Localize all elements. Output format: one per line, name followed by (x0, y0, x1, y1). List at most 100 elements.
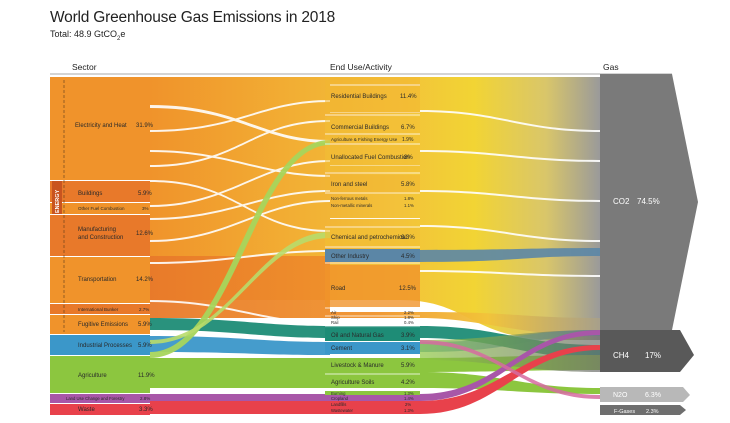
sector-pct: 3% (142, 206, 149, 211)
end-use-label: Burning (331, 391, 346, 396)
sector-label: Industrial Processes (78, 343, 132, 349)
end-use-pct: 1.8% (404, 196, 414, 201)
node-agri-fishing (325, 135, 420, 143)
end-use-pct: 3.9% (401, 333, 415, 339)
flow-land-use (150, 330, 600, 401)
sector-pct: 14.2% (136, 277, 154, 283)
node-buildings (50, 181, 150, 202)
node-waste (50, 404, 150, 415)
sector-label: Fugitive Emissions (78, 322, 128, 328)
sector-label: Waste (78, 407, 95, 413)
node-burning (325, 391, 420, 395)
end-use-pct: 0.4% (404, 320, 414, 325)
node-road (325, 265, 420, 307)
sector-pct: 11.9% (138, 373, 155, 379)
end-use-label: Ship (331, 315, 340, 320)
node-n2o (600, 387, 690, 402)
header-sector: Sector (72, 62, 97, 72)
flow-pink-crossing (420, 340, 600, 399)
node-iron-steel (325, 175, 420, 193)
sector-pct: 2.7% (139, 307, 149, 312)
end-use-label: Residential Buildings (331, 94, 387, 100)
sector-pct: 3.3% (139, 407, 153, 413)
end-use-label: Unallocated Fuel Combustion (331, 155, 410, 161)
node-unallocated (325, 145, 420, 172)
end-use-label: Livestock & Manure (331, 363, 384, 369)
node-agri-soils (325, 375, 420, 388)
sector-label: Manufacturing (78, 227, 116, 233)
sector-pct: 5.9% (138, 322, 152, 328)
end-use-pct: 1.1% (404, 203, 414, 208)
sector-labels: Electricity and Heat 31.9% Buildings 5.9… (66, 123, 155, 413)
end-use-label: Cement (331, 346, 352, 352)
chart-subtitle: Total: 48.9 GtCO2e (50, 29, 125, 42)
end-use-pct: 1.3% (404, 391, 414, 396)
end-use-pct: 1.9% (402, 137, 414, 143)
end-use-label: Road (331, 286, 345, 292)
node-wastewater (325, 408, 420, 413)
header-gas: Gas (603, 62, 619, 72)
end-use-pct: 5.9% (401, 363, 415, 369)
energy-group-label: ENERGY (55, 189, 61, 213)
gas-labels: CO2 74.5% CH4 17% N2O 6.3% F-Gases 2.3% (613, 197, 661, 415)
node-other-fuel (50, 203, 150, 214)
end-use-pct: 2% (405, 402, 411, 407)
gas-pct: 17% (645, 351, 661, 360)
node-agriculture (50, 356, 150, 393)
end-use-nodes (325, 77, 420, 413)
node-commercial (325, 117, 420, 134)
gas-label: CH4 (613, 351, 630, 360)
end-use-pct: 6.7% (401, 125, 415, 131)
end-use-label: Iron and steel (331, 182, 367, 188)
node-industrial (50, 335, 150, 355)
end-use-labels: Residential Buildings 11.4% Commercial B… (331, 94, 417, 413)
flow-waste (150, 345, 600, 414)
end-use-label: Cropland (331, 396, 349, 401)
node-fugitive (50, 315, 150, 334)
node-other-industry (325, 249, 420, 262)
node-oil-gas (325, 328, 420, 341)
sector-label: Transportation (78, 277, 116, 283)
node-residential (325, 77, 420, 113)
end-use-pct: 2.2% (404, 310, 414, 315)
end-use-pct: 8% (404, 155, 413, 161)
end-use-pct: 4.2% (401, 380, 415, 386)
sector-label: Electricity and Heat (75, 123, 127, 129)
sector-label: Land Use Change and Forestry (66, 396, 125, 401)
node-cement (325, 342, 420, 354)
gas-label: F-Gases (614, 409, 635, 415)
energy-group-tag (52, 181, 62, 214)
flow-industrial-processes (150, 336, 330, 355)
end-use-label: Landfills (331, 402, 346, 407)
end-use-dividers (325, 114, 420, 391)
end-use-label: Agriculture & Fishing Energy Use (331, 137, 398, 142)
end-use-label: Air (331, 310, 337, 315)
end-use-pct: 1.8% (404, 315, 414, 320)
end-use-label: Chemical and petrochemical (331, 235, 407, 241)
sector-label: Agriculture (78, 373, 107, 379)
node-manufacturing (50, 215, 150, 256)
end-use-pct: 5.8% (401, 182, 415, 188)
chart-title: World Greenhouse Gas Emissions in 2018 (50, 9, 336, 26)
sector-pct: 5.9% (138, 191, 152, 197)
end-use-label: Commercial Buildings (331, 125, 389, 131)
node-transportation (50, 257, 150, 303)
subtitle-suffix: e (120, 29, 126, 39)
flow-agriculture-energy-green (150, 140, 330, 358)
sector-nodes (50, 77, 150, 415)
end-use-label: Agriculture Soils (331, 380, 374, 386)
gas-pct: 6.3% (645, 392, 661, 399)
node-co2 (600, 74, 698, 330)
sector-pct: 12.6% (136, 231, 154, 237)
sector-label: and Construction (78, 235, 123, 241)
sector-pct: 5.9% (138, 343, 152, 349)
sector-label: Other Fuel Combustion (78, 206, 125, 211)
node-landfills (325, 401, 420, 407)
node-land-use (50, 394, 150, 403)
sector-pct: 31.9% (136, 123, 154, 129)
gas-pct: 74.5% (637, 197, 660, 206)
end-use-label: Other Industry (331, 254, 369, 260)
end-use-label: Wastewater (331, 408, 354, 413)
sector-pct: 2.8% (140, 396, 150, 401)
gas-label: CO2 (613, 197, 630, 206)
